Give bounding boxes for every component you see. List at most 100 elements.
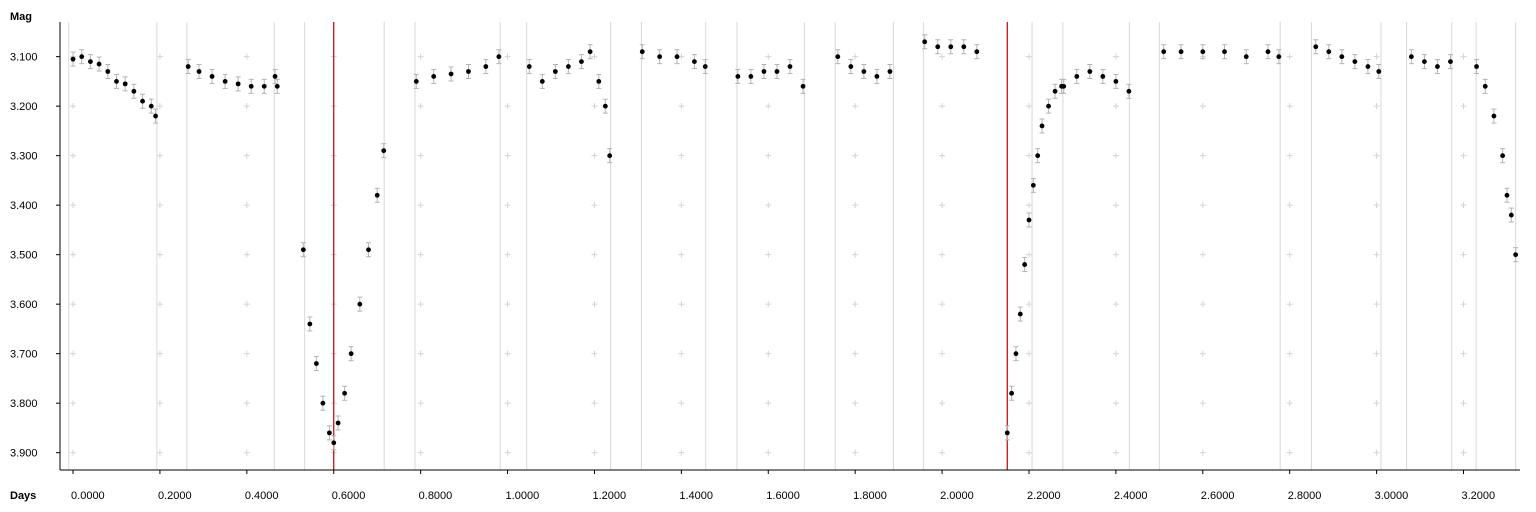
x-tick-label: 2.4000	[1114, 490, 1148, 502]
data-point	[272, 74, 278, 79]
minima-markers	[333, 22, 1008, 470]
data-point	[596, 79, 602, 84]
data-point	[1030, 182, 1036, 188]
data-point	[1013, 351, 1019, 357]
data-points	[70, 39, 1519, 446]
data-point	[140, 98, 145, 104]
y-tick-labels: 3.100 3.200 3.300 3.400 3.500 3.600 3.700 3.800…	[10, 52, 60, 460]
x-tick-label: 2.8000	[1288, 490, 1322, 502]
data-point	[366, 247, 371, 253]
data-point	[307, 321, 313, 327]
data-point	[131, 88, 137, 94]
y-tick-label: 3.300	[10, 151, 38, 163]
y-tick-label: 3.500	[10, 250, 38, 262]
data-point	[79, 54, 85, 60]
x-tick-labels: 0.0000 0.2000 0.4000 0.6000 0.8000 1.0000 1.20…	[71, 470, 1495, 502]
data-point	[1422, 59, 1427, 65]
data-point	[1513, 252, 1519, 258]
data-point	[602, 103, 608, 109]
data-point	[692, 59, 697, 65]
data-point	[1276, 54, 1282, 60]
data-point	[153, 113, 158, 119]
data-point	[1026, 217, 1032, 223]
data-point	[483, 64, 489, 69]
data-point	[496, 54, 502, 60]
data-point	[948, 44, 954, 50]
data-point	[861, 69, 867, 74]
data-point	[1017, 311, 1023, 317]
data-point	[1061, 83, 1067, 89]
data-point	[1326, 49, 1332, 55]
data-point	[88, 59, 93, 65]
data-point	[1482, 83, 1488, 89]
data-point	[639, 49, 645, 55]
data-point	[70, 56, 76, 62]
data-point	[1508, 212, 1514, 218]
data-point	[674, 54, 680, 60]
y-tick-label: 3.200	[10, 101, 38, 113]
data-point	[122, 81, 128, 87]
data-point	[331, 440, 337, 446]
data-point	[1052, 88, 1058, 94]
data-point	[835, 54, 841, 60]
data-point	[539, 79, 545, 84]
data-point	[1087, 69, 1093, 74]
y-axis-title: Mag	[10, 11, 32, 23]
data-point	[261, 83, 267, 89]
y-tick-label: 3.400	[10, 200, 38, 212]
data-point	[114, 79, 119, 84]
x-tick-label: 1.0000	[506, 490, 540, 502]
data-point	[185, 64, 191, 69]
error-bars	[70, 34, 1519, 451]
data-point	[774, 69, 780, 74]
data-point	[248, 83, 254, 89]
data-point	[1352, 59, 1358, 65]
data-point	[1435, 64, 1440, 69]
data-point	[1100, 74, 1106, 79]
x-tick-label: 2.2000	[1027, 490, 1061, 502]
data-point	[787, 64, 793, 69]
data-point	[702, 64, 708, 69]
data-point	[1039, 123, 1045, 129]
data-point	[274, 83, 280, 89]
data-point	[1222, 49, 1227, 55]
data-point	[1126, 88, 1132, 94]
x-tick-label: 0.8000	[419, 490, 453, 502]
data-point	[800, 83, 806, 89]
x-tick-label: 0.6000	[332, 490, 366, 502]
y-tick-label: 3.700	[10, 349, 38, 361]
data-point	[222, 79, 228, 84]
data-point	[381, 148, 387, 154]
data-point	[657, 54, 663, 60]
data-point	[761, 69, 767, 74]
data-point	[887, 69, 893, 74]
data-point	[431, 74, 437, 79]
data-point	[848, 64, 854, 69]
data-point	[579, 59, 584, 65]
data-point	[1074, 74, 1080, 79]
data-point	[1046, 103, 1051, 109]
data-point	[413, 79, 419, 84]
data-point	[209, 74, 215, 79]
grid-layer	[70, 53, 1467, 456]
data-point	[1178, 49, 1184, 55]
data-point	[1313, 44, 1319, 50]
data-point	[320, 400, 326, 406]
data-point	[1448, 59, 1453, 65]
data-point	[565, 64, 571, 69]
data-point	[466, 69, 471, 74]
x-tick-label: 2.0000	[940, 490, 974, 502]
data-point	[313, 361, 319, 366]
x-tick-label: 1.6000	[766, 490, 800, 502]
data-point	[1474, 64, 1479, 69]
data-point	[1491, 113, 1497, 119]
data-point	[148, 103, 154, 109]
x-tick-label: 3.2000	[1462, 490, 1496, 502]
y-tick-label: 3.600	[10, 299, 38, 311]
data-point	[1376, 69, 1382, 74]
data-point	[587, 49, 593, 55]
data-point	[552, 69, 558, 74]
data-point	[448, 71, 454, 77]
data-point	[1504, 192, 1510, 198]
